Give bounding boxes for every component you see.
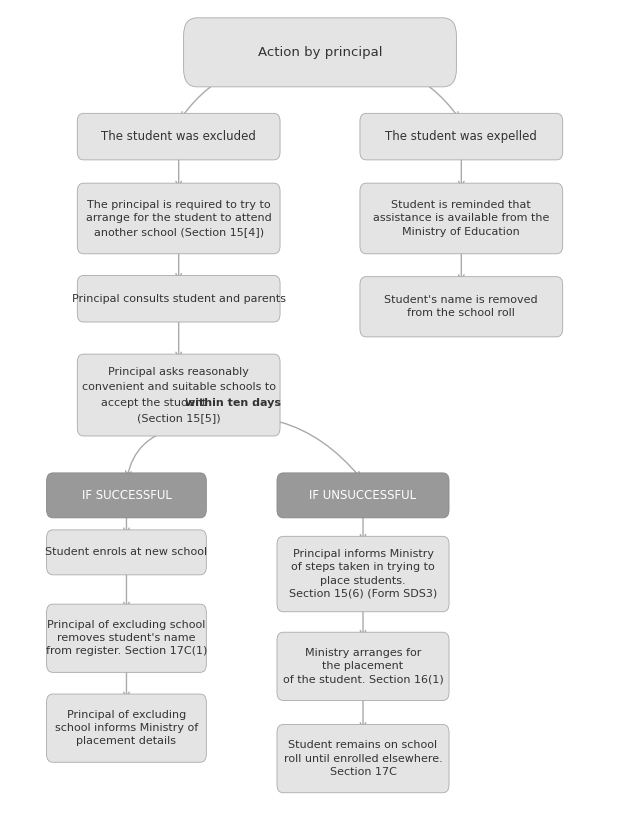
Text: accept the student: accept the student — [101, 398, 211, 408]
FancyBboxPatch shape — [77, 113, 280, 160]
Text: The student was expelled: The student was expelled — [385, 130, 537, 143]
Text: The student was excluded: The student was excluded — [101, 130, 256, 143]
Text: convenient and suitable schools to: convenient and suitable schools to — [82, 382, 276, 392]
FancyBboxPatch shape — [77, 183, 280, 254]
FancyBboxPatch shape — [277, 536, 449, 612]
FancyBboxPatch shape — [77, 354, 280, 436]
Text: Action by principal: Action by principal — [258, 46, 382, 59]
Text: Principal of excluding
school informs Ministry of
placement details: Principal of excluding school informs Mi… — [55, 710, 198, 746]
Text: IF UNSUCCESSFUL: IF UNSUCCESSFUL — [310, 489, 417, 502]
Text: Student's name is removed
from the school roll: Student's name is removed from the schoo… — [385, 295, 538, 319]
Text: within ten days: within ten days — [186, 398, 282, 408]
Text: Principal asks reasonably: Principal asks reasonably — [108, 367, 249, 377]
Text: Student is reminded that
assistance is available from the
Ministry of Education: Student is reminded that assistance is a… — [373, 201, 550, 237]
FancyBboxPatch shape — [47, 473, 206, 518]
Text: (Section 15[5]): (Section 15[5]) — [137, 414, 221, 423]
Text: IF SUCCESSFUL: IF SUCCESSFUL — [81, 489, 172, 502]
FancyBboxPatch shape — [277, 632, 449, 700]
FancyBboxPatch shape — [360, 183, 563, 254]
Text: Principal informs Ministry
of steps taken in trying to
place students.
Section 1: Principal informs Ministry of steps take… — [289, 550, 437, 599]
FancyBboxPatch shape — [184, 18, 456, 87]
FancyBboxPatch shape — [77, 275, 280, 322]
Text: Principal consults student and parents: Principal consults student and parents — [72, 294, 285, 304]
Text: Student enrols at new school: Student enrols at new school — [45, 547, 207, 558]
FancyBboxPatch shape — [360, 113, 563, 160]
FancyBboxPatch shape — [360, 277, 563, 337]
FancyBboxPatch shape — [47, 694, 206, 762]
Text: The principal is required to try to
arrange for the student to attend
another sc: The principal is required to try to arra… — [86, 201, 271, 237]
Text: Ministry arranges for
the placement
of the student. Section 16(1): Ministry arranges for the placement of t… — [283, 648, 444, 685]
Text: .: . — [252, 398, 255, 408]
FancyBboxPatch shape — [47, 530, 206, 575]
FancyBboxPatch shape — [47, 604, 206, 672]
FancyBboxPatch shape — [277, 725, 449, 793]
Text: Principal of excluding school
removes student's name
from register. Section 17C(: Principal of excluding school removes st… — [46, 620, 207, 657]
FancyBboxPatch shape — [277, 473, 449, 518]
Text: Student remains on school
roll until enrolled elsewhere.
Section 17C: Student remains on school roll until enr… — [284, 740, 442, 777]
